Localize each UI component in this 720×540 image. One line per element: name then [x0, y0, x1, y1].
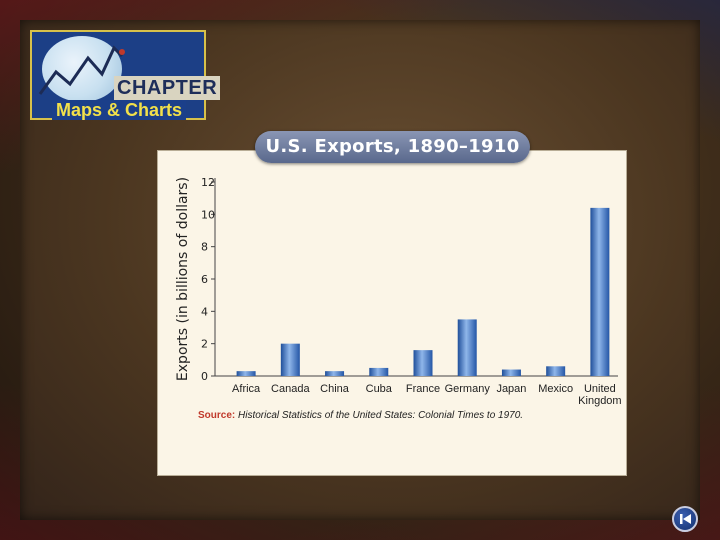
skip-to-start-button[interactable]: [672, 506, 698, 532]
bar: [325, 371, 345, 376]
source-note: Source: Historical Statistics of the Uni…: [198, 410, 523, 421]
bar: [590, 207, 610, 376]
y-tick-label: 12: [201, 176, 215, 189]
bar: [236, 371, 256, 376]
y-tick-label: 8: [201, 241, 208, 254]
x-category-label: Cuba: [366, 383, 393, 395]
x-category-label: Germany: [445, 383, 491, 395]
x-category-label: China: [320, 383, 350, 395]
source-text: Historical Statistics of the United Stat…: [238, 410, 523, 421]
chart-title: U.S. Exports, 1890–1910: [255, 131, 530, 163]
x-category-label: Canada: [271, 383, 310, 395]
bar: [501, 369, 521, 376]
bar: [369, 367, 389, 376]
x-category-label: Kingdom: [578, 395, 621, 407]
logo-chapter-text: CHAPTER: [114, 76, 221, 100]
y-tick-label: 6: [201, 273, 208, 286]
source-label: Source:: [198, 410, 238, 421]
bar: [546, 366, 566, 376]
y-tick-label: 10: [201, 208, 215, 221]
line-chart-icon: [38, 45, 125, 95]
y-tick-label: 4: [201, 305, 208, 318]
y-tick-label: 0: [201, 370, 208, 383]
skip-to-start-icon: [680, 514, 691, 524]
chapter-maps-charts-logo: CHAPTER Maps & Charts: [30, 30, 221, 120]
x-category-label: Mexico: [538, 383, 573, 395]
logo-subtitle-text: Maps & Charts: [52, 100, 187, 120]
y-tick-label: 2: [201, 338, 208, 351]
y-axis-title: Exports (in billions of dollars): [175, 177, 191, 381]
bar: [280, 343, 300, 376]
bar: [413, 350, 433, 376]
bar: [457, 319, 477, 376]
x-category-label: Africa: [232, 383, 261, 395]
bar-chart: 0 2 4 6 8 10 12 Exports (in billions of dollars…: [175, 176, 622, 421]
chart-panel: 0 2 4 6 8 10 12 Exports (in billions of dollars…: [157, 150, 627, 476]
x-category-label: France: [406, 383, 440, 395]
x-category-label: Japan: [496, 383, 526, 395]
x-category-label: United: [584, 383, 616, 395]
